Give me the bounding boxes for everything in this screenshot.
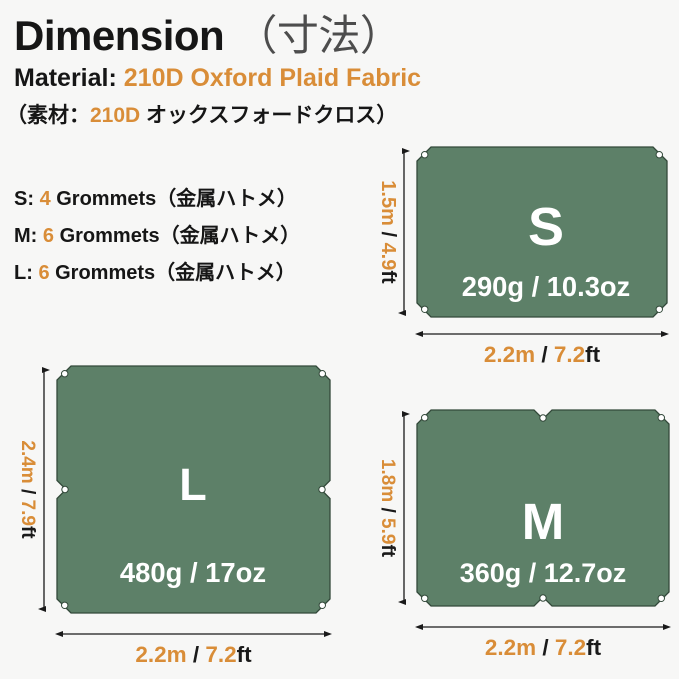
- svg-text:S: S: [528, 197, 564, 257]
- svg-text:2.2m / 7.2ft: 2.2m / 7.2ft: [135, 642, 252, 667]
- svg-text:1.8m / 5.9ft: 1.8m / 5.9ft: [377, 459, 398, 558]
- svg-text:2.2m / 7.2ft: 2.2m / 7.2ft: [485, 635, 602, 660]
- svg-text:M: M: [522, 493, 564, 550]
- svg-text:1.5m / 4.9ft: 1.5m / 4.9ft: [377, 180, 399, 284]
- svg-text:360g / 12.7oz: 360g / 12.7oz: [460, 558, 627, 588]
- svg-text:480g / 17oz: 480g / 17oz: [120, 557, 266, 588]
- svg-text:L: L: [179, 459, 207, 510]
- svg-text:290g / 10.3oz: 290g / 10.3oz: [462, 271, 630, 302]
- svg-text:2.2m / 7.2ft: 2.2m / 7.2ft: [484, 342, 601, 367]
- svg-text:2.4m / 7.9ft: 2.4m / 7.9ft: [17, 440, 38, 539]
